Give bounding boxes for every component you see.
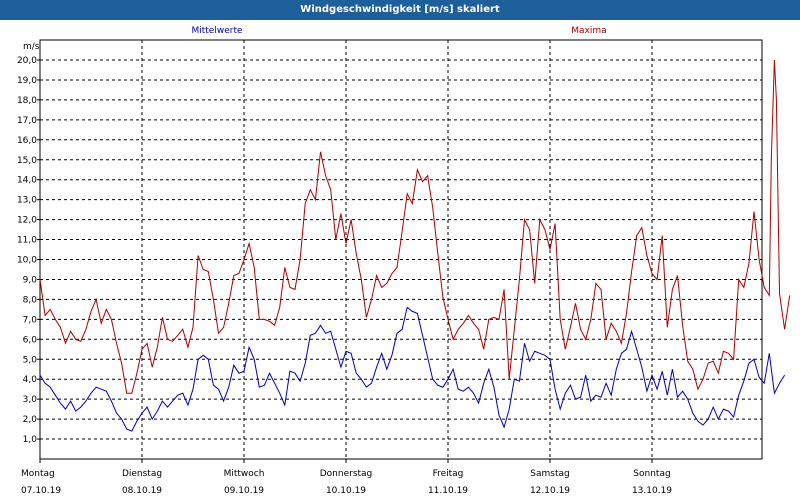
x-tick-date-label: 11.10.19 bbox=[428, 486, 468, 496]
y-tick-label: 5,0 bbox=[23, 355, 38, 365]
x-tick-date-label: 09.10.19 bbox=[224, 486, 264, 496]
y-tick-label: 2,0 bbox=[23, 415, 38, 425]
x-tick-date-label: 10.10.19 bbox=[326, 486, 366, 496]
x-tick-day-label: Dienstag bbox=[122, 469, 162, 479]
y-axis: 1,0 2,0 3,0 4,0 5,0 6,0 7,0 8,0 9,0 10,0 11,0 12,0 1… bbox=[17, 56, 40, 445]
x-tick-day-label: Freitag bbox=[433, 469, 464, 479]
x-axis: Montag 07.10.19 Dienstag 08.10.19 Mittwoch 09… bbox=[21, 459, 672, 496]
y-tick-label: 1,0 bbox=[23, 435, 38, 445]
y-tick-label: 16,0 bbox=[17, 136, 37, 146]
x-tick-day-label: Donnerstag bbox=[320, 469, 373, 479]
x-tick-date-label: 13.10.19 bbox=[632, 486, 672, 496]
series-lines bbox=[39, 59, 791, 432]
legend-mittelwerte: Mittelwerte bbox=[191, 26, 242, 36]
x-tick-day-label: Montag bbox=[21, 469, 55, 479]
x-tick-date-label: 12.10.19 bbox=[530, 486, 570, 496]
y-tick-label: 20,0 bbox=[17, 56, 37, 66]
legend-maxima: Maxima bbox=[571, 26, 606, 36]
y-tick-label: 8,0 bbox=[23, 295, 38, 305]
y-tick-label: 18,0 bbox=[17, 96, 37, 106]
x-tick-day-label: Sonntag bbox=[633, 469, 670, 479]
x-tick-date-label: 08.10.19 bbox=[122, 486, 162, 496]
series-line-mittelwerte bbox=[39, 306, 786, 432]
y-tick-label: 19,0 bbox=[17, 76, 37, 86]
series-line-maxima bbox=[39, 59, 791, 394]
y-tick-label: 10,0 bbox=[17, 256, 37, 266]
x-tick-day-label: Samstag bbox=[530, 469, 569, 479]
y-tick-label: 11,0 bbox=[17, 236, 37, 246]
plot-area-border bbox=[39, 39, 763, 460]
y-tick-label: 15,0 bbox=[17, 156, 37, 166]
y-tick-label: 3,0 bbox=[23, 395, 38, 405]
y-axis-unit-label: m/s bbox=[23, 42, 40, 52]
x-tick-day-label: Mittwoch bbox=[224, 469, 265, 479]
y-tick-label: 14,0 bbox=[17, 176, 37, 186]
window-title: Windgeschwindigkeit [m/s] skaliert bbox=[0, 0, 800, 20]
x-tick-date-label: 07.10.19 bbox=[21, 486, 61, 496]
y-tick-label: 17,0 bbox=[17, 116, 37, 126]
y-tick-label: 9,0 bbox=[23, 275, 38, 285]
y-tick-label: 13,0 bbox=[17, 196, 37, 206]
y-tick-label: 4,0 bbox=[23, 375, 38, 385]
y-tick-label: 12,0 bbox=[17, 216, 37, 226]
y-tick-label: 7,0 bbox=[23, 315, 38, 325]
y-tick-label: 6,0 bbox=[23, 335, 38, 345]
